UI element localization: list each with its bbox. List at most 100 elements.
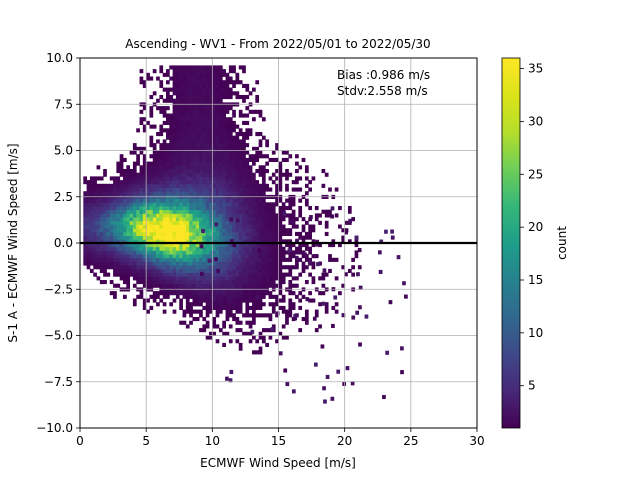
heatmap-cell	[311, 228, 316, 233]
heatmap-cell	[182, 268, 187, 273]
heatmap-cell	[182, 169, 187, 174]
heatmap-cell	[139, 80, 144, 85]
heatmap-cell	[132, 191, 137, 196]
heatmap-cell	[355, 310, 360, 315]
colorbar-tick-label: 25	[528, 167, 543, 181]
heatmap-cell	[109, 239, 114, 244]
heatmap-cell	[109, 191, 114, 196]
heatmap-cell	[149, 143, 154, 148]
heatmap-cell	[199, 217, 203, 222]
heatmap-cell	[278, 243, 283, 248]
heatmap-cell	[215, 109, 220, 114]
heatmap-cell	[291, 213, 296, 218]
heatmap-cell	[146, 161, 150, 166]
heatmap-cell	[202, 180, 207, 185]
heatmap-cell	[225, 376, 229, 381]
heatmap-cell	[324, 220, 329, 225]
heatmap-cell	[205, 157, 210, 162]
heatmap-cell	[285, 239, 289, 244]
heatmap-cell	[351, 217, 355, 222]
heatmap-cell	[202, 176, 207, 181]
heatmap-cell	[126, 176, 131, 181]
heatmap-cell	[189, 261, 193, 266]
heatmap-cell	[205, 176, 210, 181]
heatmap-cell	[189, 246, 193, 251]
y-axis-ticks: −10.0−7.5−5.0−2.50.02.55.07.510.0	[36, 51, 80, 435]
heatmap-cell	[162, 276, 167, 281]
heatmap-cell	[182, 254, 187, 259]
heatmap-cell	[209, 331, 213, 336]
heatmap-cell	[205, 220, 210, 225]
heatmap-cell	[261, 172, 266, 177]
heatmap-cell	[218, 124, 223, 129]
heatmap-cell	[199, 132, 203, 137]
heatmap-cell	[199, 87, 203, 92]
heatmap-cell	[185, 128, 190, 133]
heatmap-cell	[275, 202, 279, 207]
heatmap-cell	[93, 235, 97, 240]
heatmap-cell	[245, 224, 250, 229]
heatmap-cell	[288, 309, 293, 314]
heatmap-cell	[172, 191, 177, 196]
heatmap-cell	[199, 265, 203, 270]
heatmap-cell	[242, 231, 246, 236]
heatmap-cell	[245, 83, 250, 88]
heatmap-cell	[288, 154, 293, 159]
heatmap-cell	[123, 239, 127, 244]
heatmap-cell	[215, 261, 220, 266]
heatmap-cell	[288, 268, 293, 273]
heatmap-cell	[318, 324, 322, 329]
heatmap-cell	[202, 298, 207, 303]
heatmap-cell	[209, 150, 213, 155]
heatmap-cell	[245, 228, 250, 233]
heatmap-cell	[304, 309, 309, 314]
heatmap-cell	[166, 113, 170, 118]
heatmap-cell	[225, 161, 230, 166]
heatmap-cell	[245, 198, 250, 203]
heatmap-cell	[126, 265, 131, 270]
heatmap-cell	[232, 280, 236, 285]
heatmap-cell	[152, 280, 157, 285]
heatmap-cell	[209, 65, 213, 70]
heatmap-cell	[232, 294, 236, 299]
heatmap-cell	[113, 191, 117, 196]
heatmap-cell	[179, 320, 183, 325]
heatmap-cell	[179, 198, 183, 203]
heatmap-cell	[225, 109, 230, 114]
heatmap-cell	[222, 250, 226, 255]
heatmap-cell	[136, 180, 140, 185]
heatmap-cell	[182, 198, 187, 203]
heatmap-cell	[215, 161, 220, 166]
heatmap-cell	[96, 250, 101, 255]
heatmap-cell	[235, 176, 240, 181]
heatmap-cell	[172, 87, 177, 92]
heatmap-cell	[261, 254, 266, 259]
heatmap-cell	[235, 95, 240, 100]
heatmap-cell	[218, 291, 223, 296]
heatmap-cell	[159, 128, 164, 133]
heatmap-cell	[222, 228, 226, 233]
heatmap-cell	[285, 176, 289, 181]
heatmap-cell	[192, 243, 197, 248]
heatmap-cell	[347, 206, 352, 211]
heatmap-cell	[288, 272, 293, 277]
heatmap-cell	[109, 257, 114, 262]
heatmap-cell	[271, 280, 276, 285]
heatmap-cell	[146, 224, 150, 229]
heatmap-cell	[265, 313, 269, 318]
heatmap-cell	[291, 305, 296, 310]
heatmap-cell	[209, 91, 213, 96]
heatmap-cell	[136, 183, 140, 188]
heatmap-cell	[192, 69, 197, 74]
heatmap-cell	[86, 265, 91, 270]
heatmap-cell	[252, 350, 256, 355]
heatmap-cell	[99, 257, 104, 262]
heatmap-cell	[245, 120, 250, 125]
heatmap-cell	[209, 198, 213, 203]
heatmap-cell	[175, 268, 180, 273]
heatmap-cell	[258, 202, 263, 207]
heatmap-cell	[93, 272, 97, 277]
heatmap-cell	[212, 169, 217, 174]
heatmap-cell	[209, 228, 213, 233]
